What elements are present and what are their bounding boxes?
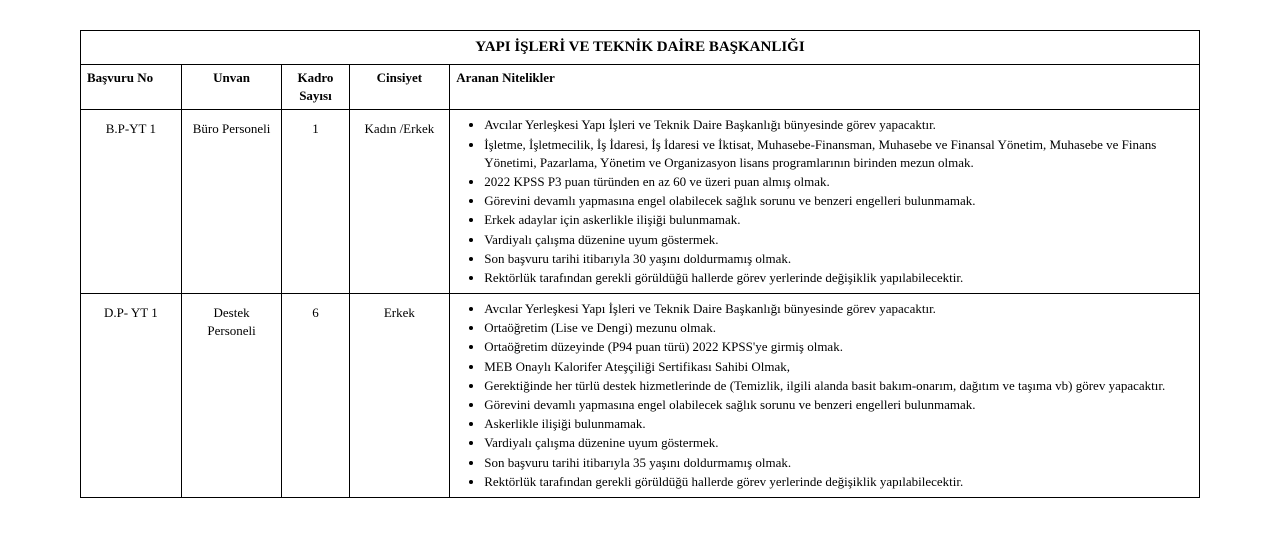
nitelik-item: Avcılar Yerleşkesi Yapı İşleri ve Teknik… [484, 300, 1193, 318]
cell-kadro: 6 [282, 294, 349, 498]
nitelik-item: Rektörlük tarafından gerekli görüldüğü h… [484, 473, 1193, 491]
header-nitelik: Aranan Nitelikler [450, 65, 1200, 110]
nitelik-item: Görevini devamlı yapmasına engel olabile… [484, 192, 1193, 210]
table-row: D.P- YT 1 Destek Personeli 6 Erkek Avcıl… [81, 294, 1200, 498]
header-unvan: Unvan [181, 65, 282, 110]
cell-cinsiyet: Erkek [349, 294, 450, 498]
nitelik-item: Son başvuru tarihi itibarıyla 30 yaşını … [484, 250, 1193, 268]
table-row: B.P-YT 1 Büro Personeli 1 Kadın /Erkek A… [81, 110, 1200, 294]
header-cinsiyet: Cinsiyet [349, 65, 450, 110]
nitelik-list-1: Avcılar Yerleşkesi Yapı İşleri ve Teknik… [456, 300, 1193, 491]
nitelik-item: Vardiyalı çalışma düzenine uyum gösterme… [484, 434, 1193, 452]
cell-cinsiyet: Kadın /Erkek [349, 110, 450, 294]
cell-unvan: Büro Personeli [181, 110, 282, 294]
nitelik-item: Ortaöğretim düzeyinde (P94 puan türü) 20… [484, 338, 1193, 356]
nitelik-item: 2022 KPSS P3 puan türünden en az 60 ve ü… [484, 173, 1193, 191]
cell-basvuru: B.P-YT 1 [81, 110, 182, 294]
table-title: YAPI İŞLERİ VE TEKNİK DAİRE BAŞKANLIĞI [81, 31, 1200, 65]
nitelik-item: Erkek adaylar için askerlikle ilişiği bu… [484, 211, 1193, 229]
job-postings-table: YAPI İŞLERİ VE TEKNİK DAİRE BAŞKANLIĞI B… [80, 30, 1200, 498]
cell-nitelik: Avcılar Yerleşkesi Yapı İşleri ve Teknik… [450, 110, 1200, 294]
cell-nitelik: Avcılar Yerleşkesi Yapı İşleri ve Teknik… [450, 294, 1200, 498]
nitelik-item: İşletme, İşletmecilik, İş İdaresi, İş İd… [484, 136, 1193, 172]
header-kadro: Kadro Sayısı [282, 65, 349, 110]
nitelik-item: Askerlikle ilişiği bulunmamak. [484, 415, 1193, 433]
header-row: Başvuru No Unvan Kadro Sayısı Cinsiyet A… [81, 65, 1200, 110]
nitelik-item: MEB Onaylı Kalorifer Ateşçiliği Sertifik… [484, 358, 1193, 376]
cell-basvuru: D.P- YT 1 [81, 294, 182, 498]
nitelik-item: Görevini devamlı yapmasına engel olabile… [484, 396, 1193, 414]
nitelik-item: Son başvuru tarihi itibarıyla 35 yaşını … [484, 454, 1193, 472]
nitelik-item: Gerektiğinde her türlü destek hizmetleri… [484, 377, 1193, 395]
title-row: YAPI İŞLERİ VE TEKNİK DAİRE BAŞKANLIĞI [81, 31, 1200, 65]
cell-kadro: 1 [282, 110, 349, 294]
nitelik-list-0: Avcılar Yerleşkesi Yapı İşleri ve Teknik… [456, 116, 1193, 287]
nitelik-item: Rektörlük tarafından gerekli görüldüğü h… [484, 269, 1193, 287]
header-basvuru: Başvuru No [81, 65, 182, 110]
nitelik-item: Vardiyalı çalışma düzenine uyum gösterme… [484, 231, 1193, 249]
cell-unvan: Destek Personeli [181, 294, 282, 498]
nitelik-item: Ortaöğretim (Lise ve Dengi) mezunu olmak… [484, 319, 1193, 337]
nitelik-item: Avcılar Yerleşkesi Yapı İşleri ve Teknik… [484, 116, 1193, 134]
